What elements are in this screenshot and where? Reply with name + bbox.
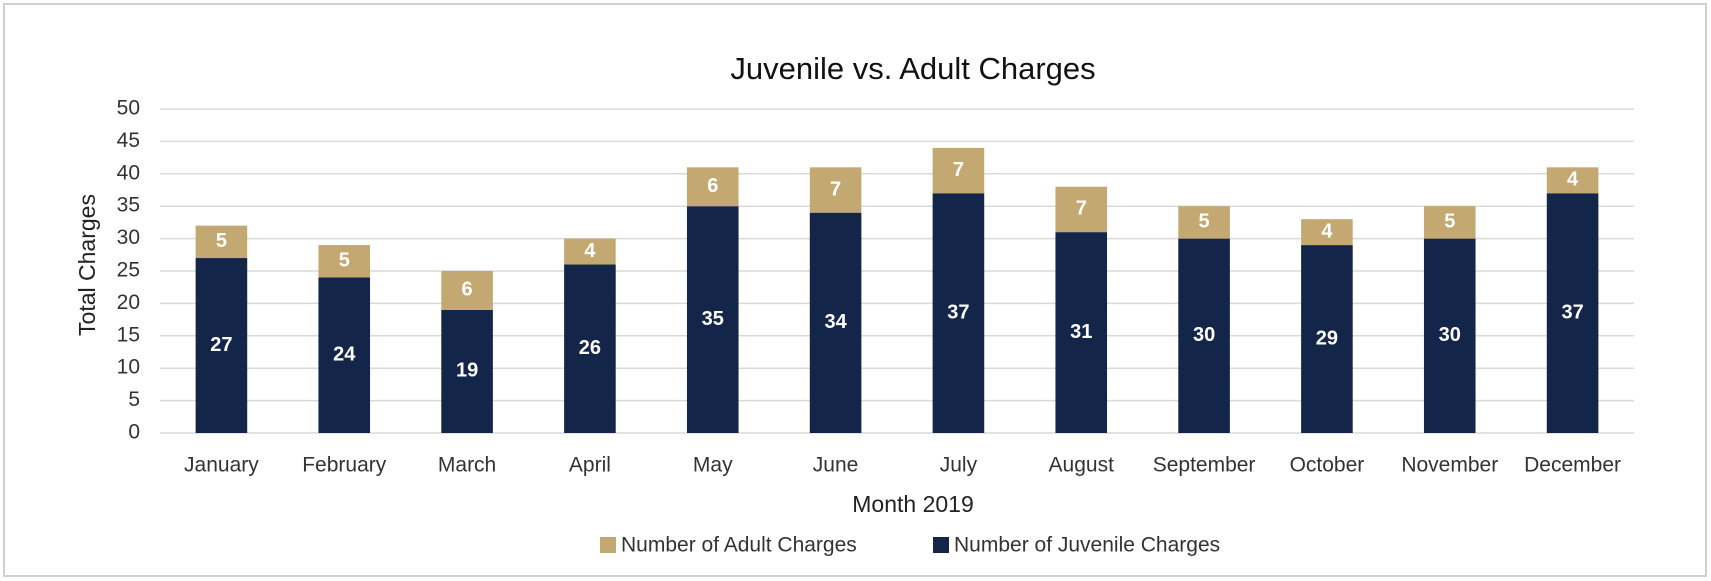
data-label: 7 [830,178,841,200]
chart-title: Juvenile vs. Adult Charges [730,51,1095,86]
bar-segment [1423,238,1476,433]
x-tick-label: November [1401,454,1498,477]
bar-segment [686,167,739,207]
data-label: 4 [584,240,596,262]
data-label: 35 [702,308,724,330]
legend-swatch [933,537,949,553]
bar-segment [932,147,985,194]
data-label: 37 [947,301,969,323]
bar-segment [1423,206,1476,239]
data-label: 27 [210,334,232,356]
bar-segment [318,277,371,433]
bar-segment [1301,219,1353,246]
legend-label: Number of Adult Charges [621,534,857,557]
data-label: 31 [1070,321,1092,343]
bar-segment [1178,238,1230,433]
y-tick-label: 25 [117,259,140,282]
x-tick-label: May [693,454,733,477]
x-tick-label: February [302,454,387,477]
bar-segment [441,309,493,433]
y-tick-label: 5 [128,388,140,411]
data-label: 5 [216,230,227,252]
data-label: 30 [1439,324,1461,346]
bar-segment [564,264,616,433]
bar-segment [195,258,248,433]
x-tick-label: September [1153,454,1256,477]
y-tick-label: 30 [117,226,140,249]
data-label: 5 [1199,211,1210,233]
bar-segment [1546,167,1599,194]
data-label: 19 [456,360,478,382]
data-label: 7 [1076,198,1087,220]
bar-segment [1301,245,1353,433]
x-tick-label: June [813,454,859,477]
data-label: 4 [1321,220,1333,242]
x-tick-label: March [438,454,496,477]
data-label: 6 [707,175,718,197]
bar-segment [1546,193,1599,433]
x-tick-label: July [940,454,978,477]
bar-segment [195,225,248,259]
y-axis-title: Total Charges [74,194,100,336]
data-label: 24 [333,344,356,366]
x-tick-label: December [1524,454,1621,477]
data-label: 5 [339,250,350,272]
bar-segment [1178,206,1230,239]
y-tick-label: 15 [117,323,140,346]
bar-segment [1055,186,1108,233]
x-tick-label: April [569,454,611,477]
data-label: 4 [1567,169,1579,191]
x-tick-label: August [1049,454,1115,477]
bar-segment [932,193,985,433]
bar-segment [1055,232,1108,433]
x-axis-title: Month 2019 [852,491,973,517]
data-label: 37 [1561,301,1583,323]
data-label: 34 [824,311,847,333]
y-tick-label: 35 [117,194,140,217]
legend-swatch [600,537,616,553]
y-tick-label: 45 [117,129,140,152]
bar-segment [318,245,371,278]
y-tick-label: 20 [117,291,140,314]
legend-label: Number of Juvenile Charges [954,534,1220,557]
data-label: 26 [579,337,601,359]
bar-segment [441,271,493,310]
bar-segment [809,167,862,213]
data-label: 5 [1444,211,1455,233]
y-tick-label: 0 [128,421,140,444]
y-tick-label: 50 [117,97,140,120]
data-label: 30 [1193,324,1215,346]
data-label: 29 [1316,327,1338,349]
bar-segment [686,206,739,433]
x-tick-label: October [1290,454,1365,477]
x-tick-label: January [184,454,259,477]
data-label: 7 [953,159,964,181]
y-tick-label: 40 [117,161,140,184]
y-tick-label: 10 [117,356,140,379]
bar-segment [564,238,616,265]
bar-segment [809,212,862,433]
data-label: 6 [462,279,473,301]
